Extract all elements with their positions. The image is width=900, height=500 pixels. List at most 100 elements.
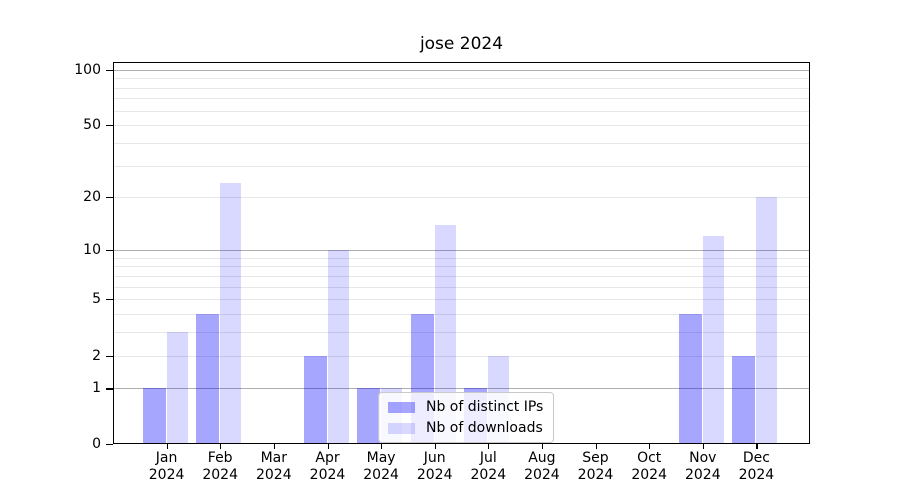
x-tick-mark [273,444,275,449]
bar-downloads-nov [702,236,724,444]
x-tick-month: May [366,450,396,466]
x-tick-label: Nov 2024 [663,450,743,484]
legend-label-distinct-ips: Nb of distinct IPs [426,399,544,415]
bar-distinct-ips-apr [303,355,327,444]
x-tick-mark [381,444,383,449]
gridline-minor [113,197,810,199]
x-tick-year: 2024 [577,467,614,483]
y-tick-label: 20 [83,189,101,206]
plot-area: Nb of distinct IPs Nb of downloads [113,62,810,444]
gridline-minor [113,257,810,259]
gridline-minor [113,110,810,112]
x-tick-year: 2024 [363,467,399,483]
gridline-minor [113,355,810,357]
y-tick-mark [106,69,113,71]
x-tick-year: 2024 [255,467,292,483]
y-tick-mark [106,355,113,357]
legend-item-downloads: Nb of downloads [388,420,543,436]
x-tick-mark [702,444,704,449]
x-tick-label: May 2024 [341,450,421,484]
x-tick-mark [220,444,222,449]
x-tick-month: Sep [582,450,609,466]
x-tick-label: Oct 2024 [609,450,689,484]
bar-distinct-ips-dec [732,355,756,444]
y-tick-mark [106,249,113,252]
gridline-major [113,388,810,390]
x-tick-label: Mar 2024 [234,450,314,484]
gridline-minor [113,125,810,127]
x-tick-month: Jul [479,450,497,466]
bar-downloads-jun [434,224,456,444]
y-tick-label: 0 [92,436,101,452]
x-tick-year: 2024 [738,467,775,483]
x-tick-month: Aug [528,450,556,466]
y-tick-mark [106,444,113,446]
x-tick-month: Jun [423,450,446,466]
x-tick-label: Jul 2024 [448,450,528,484]
x-tick-year: 2024 [470,467,507,483]
gridline-minor [113,266,810,268]
x-tick-label: Sep 2024 [556,450,636,484]
gridline-minor [113,87,810,89]
x-tick-month: Jan [155,450,178,466]
x-tick-label: Aug 2024 [502,450,582,484]
y-tick-mark [106,125,113,127]
x-tick-year: 2024 [631,467,667,483]
bar-downloads-apr [327,249,349,444]
bar-downloads-dec [756,197,778,444]
legend-item-distinct-ips: Nb of distinct IPs [388,399,543,415]
x-tick-month: Dec [742,450,770,466]
y-tick-label: 2 [92,347,101,364]
x-tick-label: Apr 2024 [288,450,368,484]
gridline-minor [113,299,810,301]
y-tick-mark [106,197,113,199]
y-tick-label: 1 [92,380,101,397]
x-tick-mark [756,444,758,449]
gridline-minor [113,98,810,100]
x-tick-month: Mar [260,450,287,466]
x-tick-year: 2024 [202,467,238,483]
gridline-minor [113,275,810,277]
gridline-minor [113,78,810,80]
x-tick-mark [541,444,544,449]
y-tick-label: 5 [92,291,101,308]
gridline-major [113,249,810,251]
x-tick-month: Nov [689,450,717,466]
legend-label-downloads: Nb of downloads [426,420,543,436]
bar-distinct-ips-jan [142,388,166,444]
x-tick-label: Dec 2024 [716,450,796,484]
gridline-minor [113,142,810,144]
x-tick-month: Feb [207,450,233,466]
legend-swatch-downloads [388,422,415,434]
bar-downloads-jan [166,332,188,444]
y-tick-label: 100 [74,61,101,78]
x-tick-month: Oct [637,450,662,466]
legend: Nb of distinct IPs Nb of downloads [378,392,555,443]
x-tick-mark [595,444,597,449]
x-tick-mark [166,444,168,449]
chart-title: jose 2024 [419,34,504,54]
gridline-minor [113,314,810,315]
y-tick-mark [106,388,113,390]
bar-distinct-ips-may [357,388,381,444]
x-tick-label: Jun 2024 [395,450,475,484]
y-tick-label: 50 [83,117,101,134]
x-tick-label: Feb 2024 [180,450,260,484]
bar-distinct-ips-nov [678,314,702,444]
x-tick-label: Jan 2024 [127,450,207,484]
x-tick-mark [327,444,329,449]
legend-swatch-distinct-ips [388,401,415,413]
x-tick-year: 2024 [416,467,453,483]
gridline-minor [113,332,810,334]
x-tick-year: 2024 [524,467,560,483]
x-tick-mark [488,444,490,449]
y-tick-label: 10 [83,241,101,258]
gridline-major [113,69,810,71]
gridline-minor [113,286,810,288]
bar-downloads-feb [220,183,242,444]
gridline-minor [113,165,810,167]
y-tick-mark [106,299,113,301]
x-tick-year: 2024 [148,467,185,483]
x-tick-year: 2024 [309,467,346,483]
